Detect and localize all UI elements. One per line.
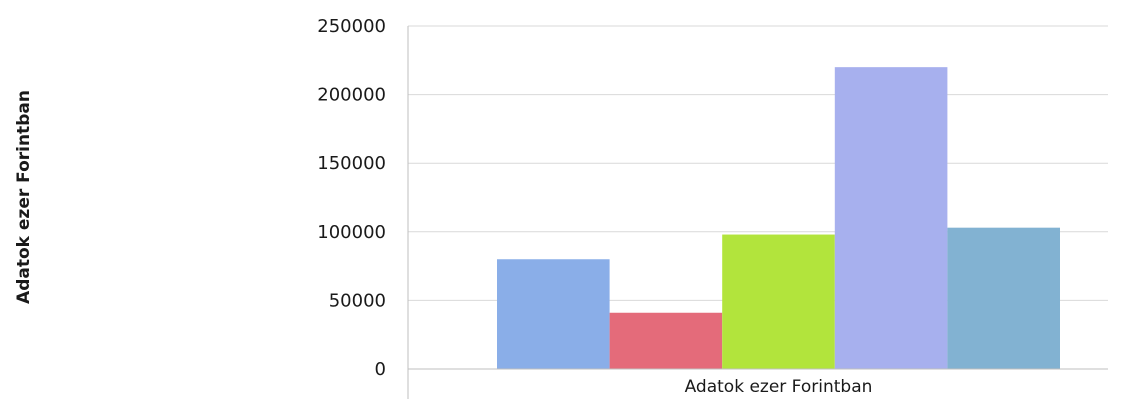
bars xyxy=(497,67,1060,369)
x-category-label: Adatok ezer Forintban xyxy=(685,377,873,397)
y-tick-label-150000: 150000 xyxy=(317,153,386,174)
y-axis-title: Adatok ezer Forintban xyxy=(14,90,34,304)
bar-series-3 xyxy=(722,234,835,369)
bar-series-2 xyxy=(609,312,723,369)
y-tick-label-200000: 200000 xyxy=(317,85,386,106)
axes xyxy=(407,26,1108,399)
labels: 0 50000 100000 150000 200000 250000 Adatok eze… xyxy=(14,16,872,397)
bar-series-4 xyxy=(834,67,948,369)
y-tick-label-250000: 250000 xyxy=(317,16,386,37)
y-tick-label-0: 0 xyxy=(375,359,386,380)
y-tick-label-100000: 100000 xyxy=(317,222,386,243)
y-tick-label-50000: 50000 xyxy=(329,290,386,311)
bar-series-1 xyxy=(497,259,610,369)
bar-series-5 xyxy=(947,227,1060,369)
